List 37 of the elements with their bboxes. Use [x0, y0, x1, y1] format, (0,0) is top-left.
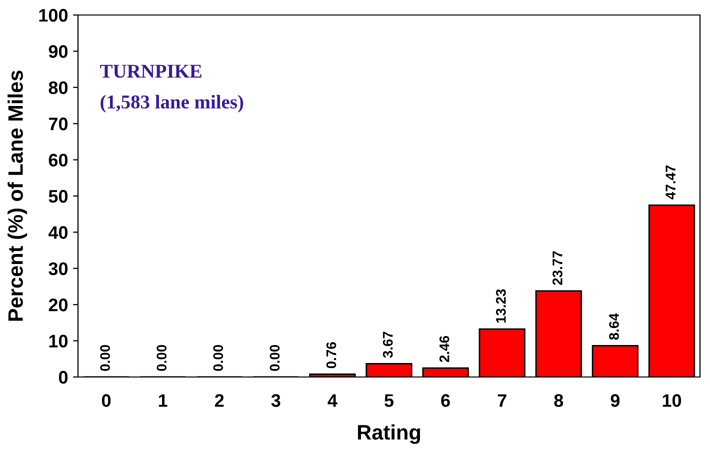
data-label: 47.47	[666, 165, 676, 200]
y-tick-label: 100	[39, 8, 68, 22]
data-label: 0.00	[156, 344, 167, 371]
y-tick-label: 30	[48, 262, 68, 276]
x-tick-label: 3	[271, 394, 280, 407]
y-tick-label: 90	[48, 45, 68, 58]
x-tick-label: 1	[158, 394, 168, 407]
x-axis-title: Rating	[358, 424, 420, 444]
annotation: TURNPIKE	[100, 64, 202, 78]
x-tick-label: 2	[214, 394, 224, 407]
data-label: 8.64	[609, 313, 619, 340]
data-label: 0.00	[213, 344, 224, 371]
annotation: (1,583 lane miles)	[100, 94, 244, 113]
data-label: 0.76	[326, 342, 336, 368]
y-tick-label: 10	[49, 334, 68, 348]
x-tick-label: 8	[554, 394, 564, 407]
x-tick-label: 10	[662, 394, 682, 407]
y-tick-label: 70	[48, 118, 68, 130]
y-tick-label: 20	[48, 298, 68, 312]
data-label: 0.00	[270, 344, 280, 371]
x-tick-label: 0	[102, 394, 111, 407]
y-axis-title: Percent (%) of Lane Miles	[8, 70, 28, 321]
data-label: 23.77	[552, 251, 562, 285]
data-label: 13.23	[496, 289, 506, 323]
data-label: 3.67	[382, 332, 393, 358]
y-tick-label: 80	[48, 81, 68, 94]
x-tick-label: 7	[498, 394, 506, 407]
x-tick-label: 4	[328, 394, 338, 407]
data-label: 2.46	[439, 336, 450, 362]
y-tick-label: 60	[48, 154, 68, 167]
y-tick-label: 40	[48, 226, 68, 239]
x-tick-label: 5	[384, 394, 394, 407]
y-tick-label: 50	[48, 190, 68, 203]
x-tick-label: 9	[610, 394, 620, 407]
data-label: 0.00	[100, 344, 110, 371]
x-tick-label: 6	[441, 394, 450, 407]
y-tick-label: 0	[58, 370, 68, 384]
